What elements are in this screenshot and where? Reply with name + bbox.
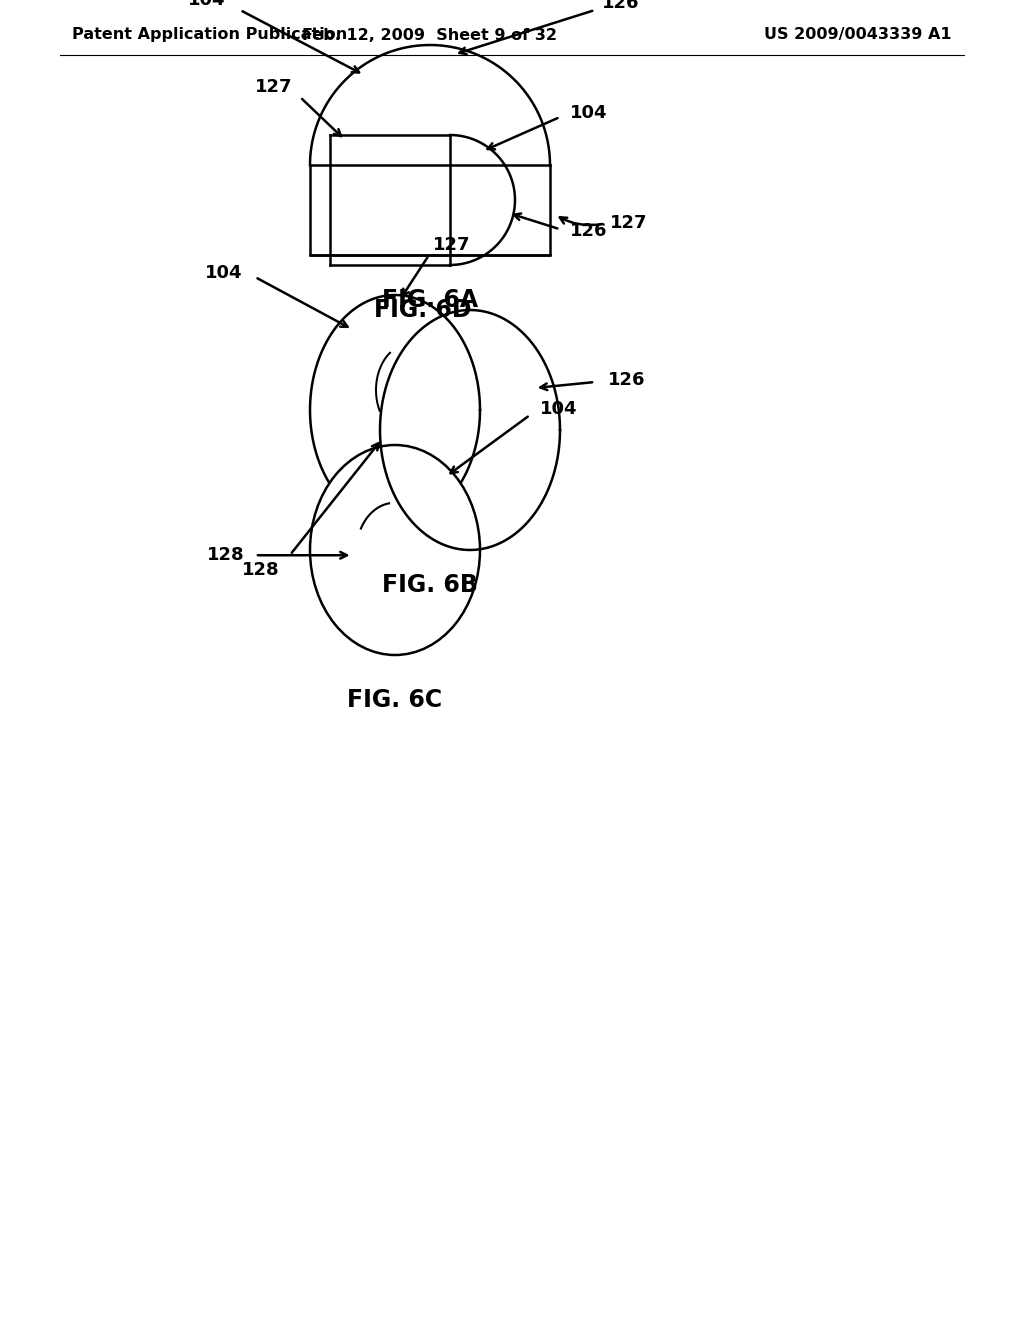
Text: 104: 104 (540, 400, 578, 418)
Text: FIG. 6C: FIG. 6C (347, 688, 442, 711)
Text: Patent Application Publication: Patent Application Publication (72, 28, 347, 42)
Text: 127: 127 (255, 78, 292, 96)
Text: 128: 128 (208, 546, 245, 564)
Text: Feb. 12, 2009  Sheet 9 of 32: Feb. 12, 2009 Sheet 9 of 32 (302, 28, 557, 42)
Text: 104: 104 (187, 0, 225, 9)
Text: 126: 126 (570, 222, 607, 240)
Text: US 2009/0043339 A1: US 2009/0043339 A1 (765, 28, 952, 42)
Text: 128: 128 (243, 561, 280, 579)
Text: 126: 126 (608, 371, 645, 388)
Ellipse shape (310, 445, 480, 655)
Text: 126: 126 (602, 0, 640, 12)
Text: FIG. 6A: FIG. 6A (382, 288, 478, 312)
Text: FIG. 6D: FIG. 6D (374, 298, 471, 322)
Text: FIG. 6B: FIG. 6B (382, 573, 478, 597)
Text: 127: 127 (610, 214, 647, 232)
Text: 104: 104 (205, 264, 242, 282)
Text: 127: 127 (433, 236, 471, 253)
Text: 104: 104 (570, 104, 607, 121)
